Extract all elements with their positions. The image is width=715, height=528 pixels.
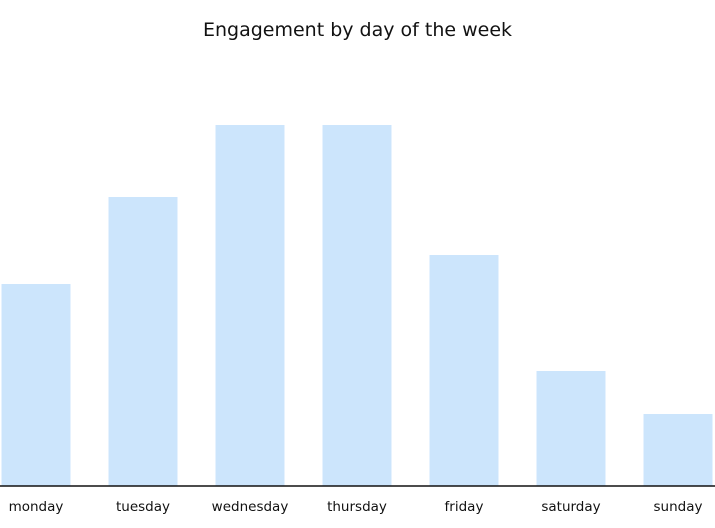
x-tick-label-saturday: saturday — [541, 499, 600, 515]
bar-wednesday — [215, 125, 285, 486]
bar-tuesday — [108, 197, 178, 486]
x-tick-label-tuesday: tuesday — [116, 499, 170, 515]
x-tick-label-monday: monday — [9, 499, 64, 515]
bar-sunday — [643, 414, 713, 486]
x-tick-label-thursday: thursday — [327, 499, 387, 515]
chart-title: Engagement by day of the week — [203, 19, 512, 41]
bar-thursday — [322, 125, 392, 486]
x-tick-label-wednesday: wednesday — [212, 499, 289, 515]
bar-monday — [1, 284, 71, 486]
bar-saturday — [536, 371, 606, 486]
bar-friday — [429, 255, 499, 486]
x-tick-label-friday: friday — [445, 499, 484, 515]
bars-group — [1, 125, 713, 486]
x-tick-labels: monday tuesday wednesday thursday friday satu… — [9, 499, 703, 515]
x-tick-label-sunday: sunday — [654, 499, 703, 515]
